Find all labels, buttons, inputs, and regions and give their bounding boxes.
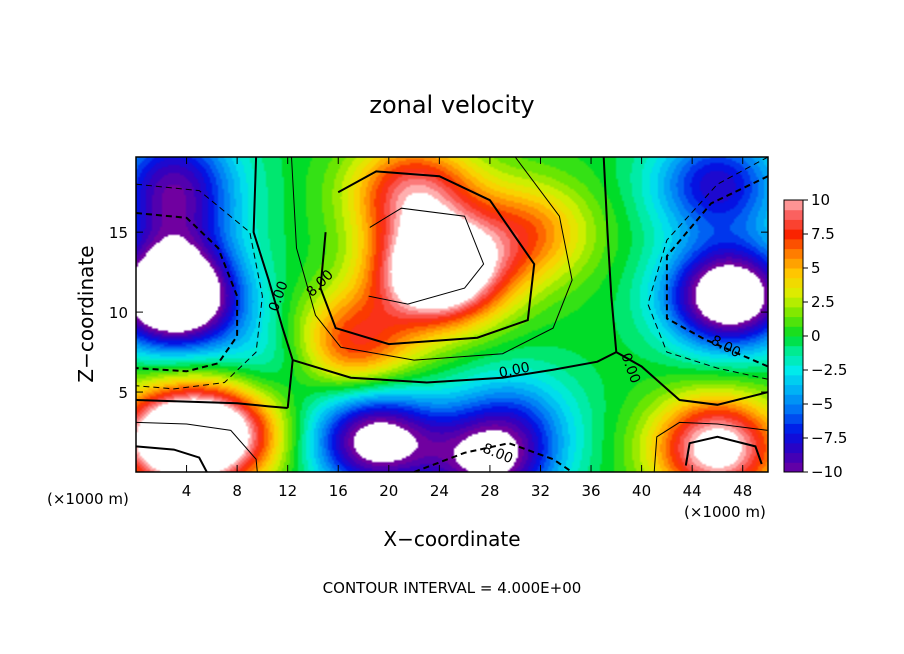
colorbar-band xyxy=(784,384,803,395)
colorbar-band xyxy=(784,365,803,376)
colorbar-band xyxy=(784,345,803,356)
x-axis-ticks: 4 8 12 16 20 24 28 32 36 40 44 48 xyxy=(182,157,752,500)
colorbar-band xyxy=(784,200,803,211)
contour-line xyxy=(413,442,573,472)
x-tick-label: 8 xyxy=(232,482,242,500)
colorbar-band xyxy=(784,297,803,308)
contour-line xyxy=(136,399,288,409)
colorbar-band xyxy=(784,219,803,230)
colorbar-band xyxy=(784,248,803,259)
colorbar-band xyxy=(784,423,803,434)
y-tick-label: 15 xyxy=(109,224,128,242)
contour-line xyxy=(684,435,763,466)
plot-frame xyxy=(135,156,769,473)
x-tick-label: 48 xyxy=(733,482,752,500)
colorbar-band xyxy=(784,258,803,269)
x-units-label-right: (×1000 m) xyxy=(684,503,766,521)
contour-interval-note: CONTOUR INTERVAL = 4.000E+00 xyxy=(323,579,582,597)
colorbar-band xyxy=(784,287,803,298)
contour-line xyxy=(136,183,263,390)
x-tick-label: 24 xyxy=(430,482,449,500)
colorbar-band xyxy=(784,374,803,386)
colorbar-band xyxy=(784,433,803,444)
colorbar-band xyxy=(784,355,803,366)
contour-line xyxy=(252,157,294,409)
colorbar-band xyxy=(784,277,803,288)
contour-line xyxy=(665,175,768,368)
contour-lines xyxy=(136,157,768,472)
heatmap-area: 0.008.000.000.008.008.00 xyxy=(136,157,768,472)
colorbar-tick-label: 7.5 xyxy=(811,225,835,243)
x-tick-label: 44 xyxy=(683,482,702,500)
x-tick-label: 12 xyxy=(278,482,297,500)
colorbar-band xyxy=(784,326,803,337)
colorbar: 10 7.5 5 2.5 0 −2.5 −5 −7.5 −10 xyxy=(783,191,847,481)
colorbar-band xyxy=(784,336,803,347)
colorbar-tick-label: −5 xyxy=(811,395,833,413)
colorbar-tick-label: 5 xyxy=(811,259,821,277)
x-axis-label: X−coordinate xyxy=(383,527,520,551)
colorbar-band xyxy=(784,452,803,463)
colorbar-band xyxy=(784,268,803,279)
x-tick-label: 16 xyxy=(329,482,348,500)
colorbar-band xyxy=(784,404,803,415)
contour-line xyxy=(602,157,768,406)
contour-label: 0.00 xyxy=(497,359,531,381)
x-tick-label: 36 xyxy=(581,482,600,500)
colorbar-tick-label: −2.5 xyxy=(811,361,847,379)
x-tick-label: 4 xyxy=(182,482,192,500)
x-tick-label: 32 xyxy=(531,482,550,500)
contour-line xyxy=(136,445,208,472)
y-tick-label: 10 xyxy=(109,304,128,322)
colorbar-tick-label: −7.5 xyxy=(811,429,847,447)
contour-line xyxy=(136,421,258,472)
colorbar-tick-label: 10 xyxy=(811,191,830,209)
colorbar-band xyxy=(784,316,803,327)
colorbar-tick-label: −10 xyxy=(811,463,843,481)
colorbar-band xyxy=(784,413,803,424)
x-units-label-left: (×1000 m) xyxy=(47,490,129,508)
contour-line xyxy=(368,207,485,305)
y-axis-ticks: 5 10 15 xyxy=(109,224,768,402)
contour-line xyxy=(319,170,536,346)
heatmap-image xyxy=(136,157,768,472)
colorbar-band xyxy=(784,462,803,473)
x-tick-label: 20 xyxy=(379,482,398,500)
colorbar-band xyxy=(784,442,803,454)
chart-title: zonal velocity xyxy=(369,91,534,119)
colorbar-band xyxy=(784,209,803,220)
colorbar-tick-label: 0 xyxy=(811,327,821,345)
contour-line xyxy=(653,421,768,472)
contour-line xyxy=(292,351,617,384)
y-axis-label: Z−coordinate xyxy=(74,245,98,382)
colorbar-tick-label: 2.5 xyxy=(811,293,835,311)
colorbar-band xyxy=(784,394,803,405)
x-tick-label: 40 xyxy=(632,482,651,500)
colorbar-ticks: 10 7.5 5 2.5 0 −2.5 −5 −7.5 −10 xyxy=(803,191,847,481)
contour-line xyxy=(647,157,768,380)
colorbar-bands xyxy=(784,200,803,473)
contour-line xyxy=(291,157,573,361)
y-tick-label: 5 xyxy=(118,384,128,402)
colorbar-band xyxy=(784,229,803,240)
colorbar-band xyxy=(784,306,803,318)
colorbar-band xyxy=(784,238,803,250)
x-tick-label: 28 xyxy=(480,482,499,500)
